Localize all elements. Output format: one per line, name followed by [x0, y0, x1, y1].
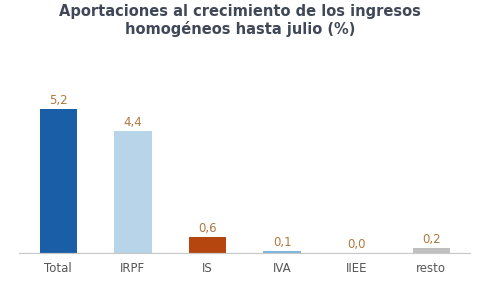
Bar — [189, 237, 226, 253]
Text: 0,2: 0,2 — [422, 233, 441, 246]
Text: 4,4: 4,4 — [123, 116, 142, 129]
Text: 0,0: 0,0 — [348, 238, 366, 251]
Bar — [413, 248, 450, 253]
Bar — [264, 251, 301, 253]
Bar — [40, 109, 77, 253]
Text: 5,2: 5,2 — [49, 94, 68, 107]
Text: 0,1: 0,1 — [273, 236, 291, 249]
Text: Aportaciones al crecimiento de los ingresos
homogéneos hasta julio (%): Aportaciones al crecimiento de los ingre… — [59, 4, 421, 37]
Bar — [114, 131, 152, 253]
Text: 0,6: 0,6 — [198, 222, 217, 235]
